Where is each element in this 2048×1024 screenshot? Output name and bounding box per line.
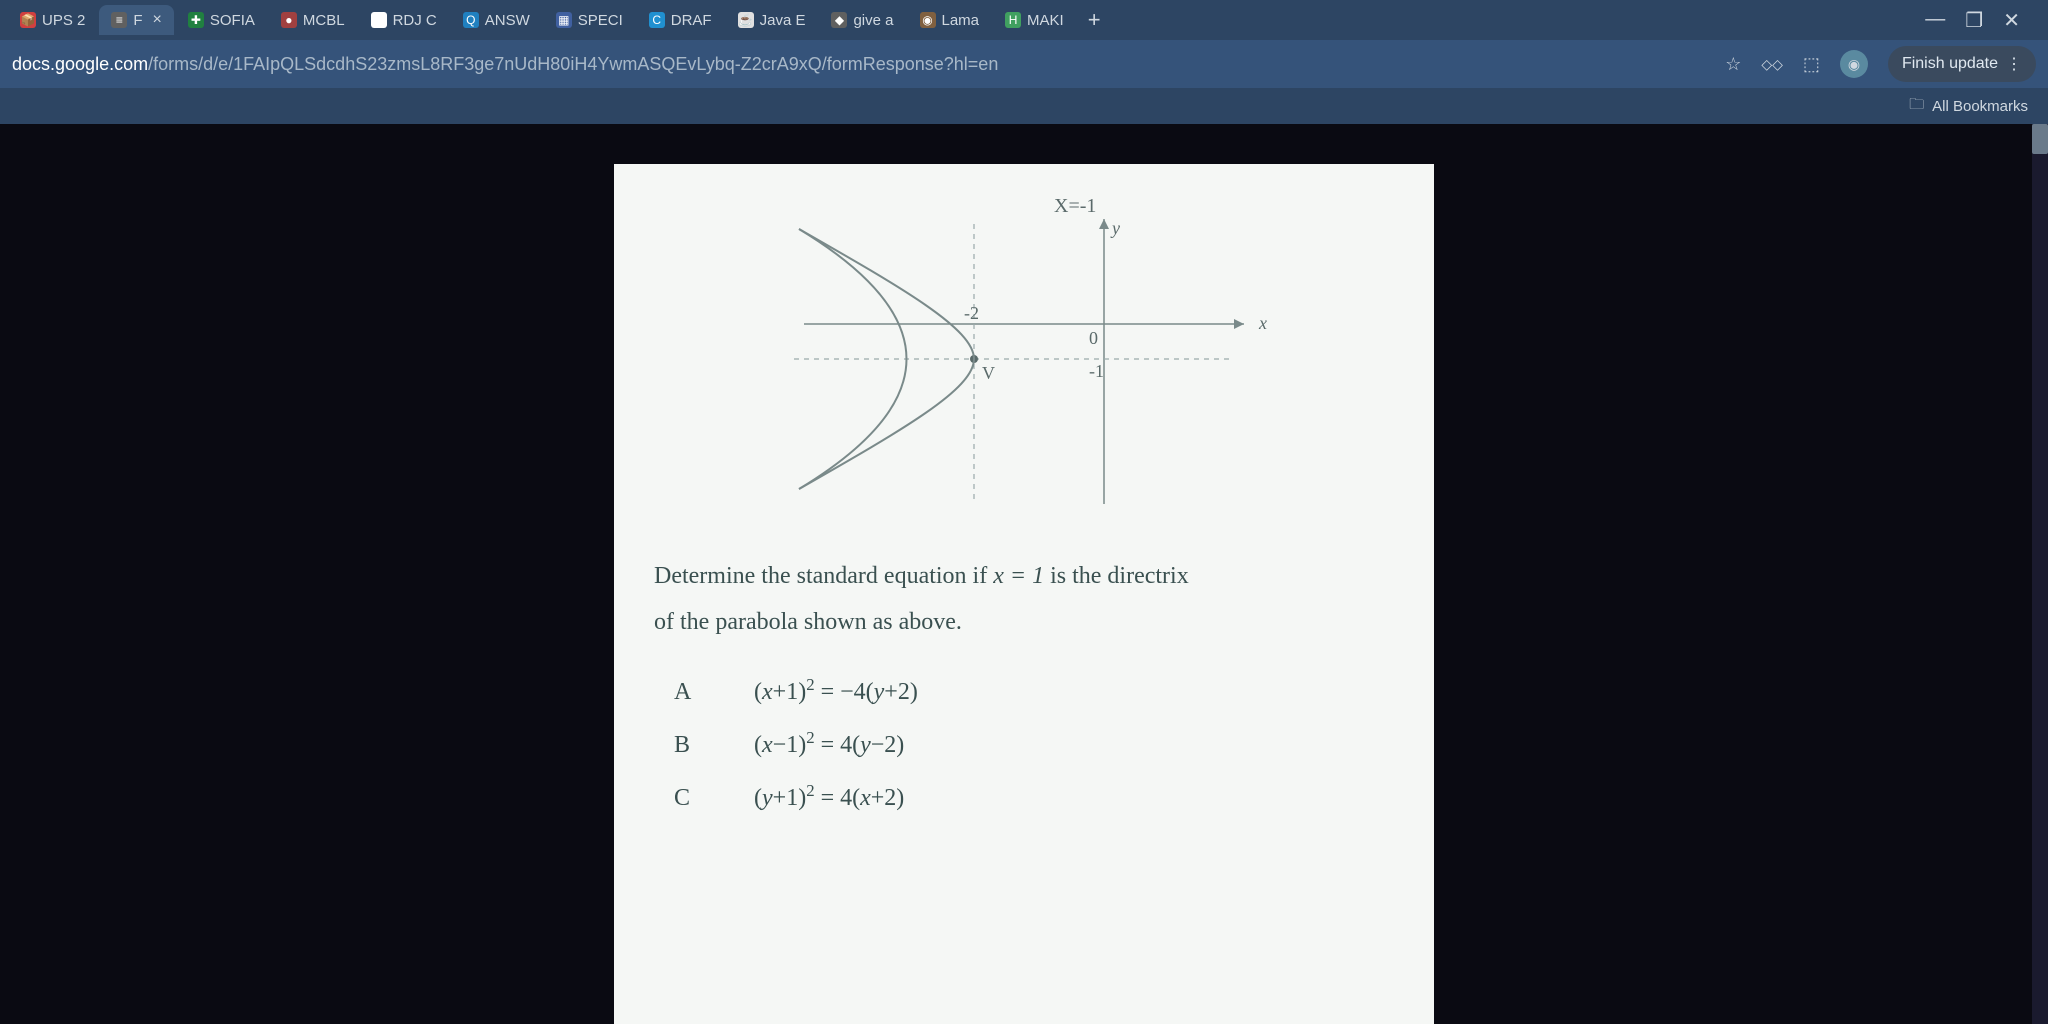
browser-tab[interactable]: C DRAF <box>637 5 724 35</box>
browser-tab[interactable]: ◆ give a <box>819 5 905 35</box>
tick-neg1: -1 <box>1089 361 1104 381</box>
form-card: x y X=-1 -2 0 -1 V <box>614 164 1434 1024</box>
new-tab-button[interactable]: + <box>1078 7 1111 33</box>
url-bar[interactable]: docs.google.com/forms/d/e/1FAIpQLSdcdhS2… <box>12 48 1713 81</box>
tab-label: UPS 2 <box>42 12 85 29</box>
tab-favicon: ◉ <box>920 12 936 28</box>
browser-tab[interactable]: H MAKI <box>993 5 1076 35</box>
tab-label: RDJ C <box>393 12 437 29</box>
tab-favicon: 📦 <box>20 12 36 28</box>
answer-options: A (x+1)2 = −4(y+2) B (x−1)2 = 4(y−2) C (… <box>654 675 1394 812</box>
option-b[interactable]: B (x−1)2 = 4(y−2) <box>674 728 1394 759</box>
url-domain: docs.google.com <box>12 54 148 75</box>
tab-favicon: C <box>649 12 665 28</box>
tab-label: Lama <box>942 12 980 29</box>
toolbar-icons: ☆ ◇◇ ⬚ ◉ Finish update ⋮ <box>1725 46 2036 82</box>
tab-label: ANSW <box>485 12 530 29</box>
browser-tab[interactable]: ● MCBL <box>269 5 357 35</box>
profile-avatar[interactable]: ◉ <box>1840 50 1868 78</box>
star-icon[interactable]: ☆ <box>1725 54 1741 75</box>
address-bar-row: docs.google.com/forms/d/e/1FAIpQLSdcdhS2… <box>0 40 2048 88</box>
scrollbar-track[interactable] <box>2032 124 2048 1024</box>
finish-update-label: Finish update <box>1902 55 1998 73</box>
browser-tab[interactable]: ▦ SPECI <box>544 5 635 35</box>
window-controls: — ❐ ✕ <box>1925 8 2040 33</box>
scrollbar-thumb[interactable] <box>2032 124 2048 154</box>
all-bookmarks-button[interactable]: All Bookmarks <box>1932 98 2028 115</box>
maximize-icon[interactable]: ❐ <box>1965 8 1983 33</box>
tab-label: F <box>133 12 142 29</box>
directrix-label: X=-1 <box>1054 195 1096 217</box>
tab-label: SPECI <box>578 12 623 29</box>
tick-neg2: -2 <box>964 303 979 323</box>
browser-tab[interactable]: ◉ RDJ C <box>359 5 449 35</box>
minimize-icon[interactable]: — <box>1925 8 1945 33</box>
folder-icon: 🗀 <box>1909 94 1924 119</box>
question-text: Determine the standard equation if x = 1… <box>654 554 1394 645</box>
tab-label: give a <box>853 12 893 29</box>
close-window-icon[interactable]: ✕ <box>2003 8 2020 33</box>
tab-bar: 📦 UPS 2 ≡ F × ✚ SOFIA ● MCBL ◉ RDJ C Q ANSW ▦ SPECI C DR… <box>0 0 2048 40</box>
tab-favicon: ◉ <box>371 12 387 28</box>
tab-favicon: ≡ <box>111 12 127 28</box>
url-path: /forms/d/e/1FAIpQLSdcdhS23zmsL8RF3ge7nUd… <box>148 54 998 75</box>
tab-label: SOFIA <box>210 12 255 29</box>
option-equation: (x+1)2 = −4(y+2) <box>754 675 918 706</box>
tab-favicon: ◆ <box>831 12 847 28</box>
option-a[interactable]: A (x+1)2 = −4(y+2) <box>674 675 1394 706</box>
origin-label: 0 <box>1089 328 1098 348</box>
bookmarks-bar: 🗀 All Bookmarks <box>0 88 2048 124</box>
link-icon[interactable]: ◇◇ <box>1761 56 1783 73</box>
browser-tab[interactable]: ✚ SOFIA <box>176 5 267 35</box>
option-c[interactable]: C (y+1)2 = 4(x+2) <box>674 781 1394 812</box>
tab-label: MCBL <box>303 12 345 29</box>
browser-tab[interactable]: ◉ Lama <box>908 5 992 35</box>
tab-label: Java E <box>760 12 806 29</box>
browser-tab[interactable]: ☕ Java E <box>726 5 818 35</box>
option-label: C <box>674 785 704 812</box>
kebab-menu-icon[interactable]: ⋮ <box>2006 54 2022 74</box>
tab-label: MAKI <box>1027 12 1064 29</box>
x-axis-label: x <box>1258 313 1267 333</box>
browser-tab[interactable]: ≡ F × <box>99 5 174 35</box>
finish-update-button[interactable]: Finish update ⋮ <box>1888 46 2036 82</box>
close-tab-icon[interactable]: × <box>153 11 162 29</box>
y-axis-label: y <box>1110 218 1120 238</box>
vertex-label: V <box>982 363 995 383</box>
extension-icon[interactable]: ⬚ <box>1803 54 1820 75</box>
option-label: B <box>674 732 704 759</box>
tab-favicon: ● <box>281 12 297 28</box>
browser-tab[interactable]: Q ANSW <box>451 5 542 35</box>
content-area: x y X=-1 -2 0 -1 V <box>0 124 2048 1024</box>
tab-favicon: H <box>1005 12 1021 28</box>
tab-favicon: ✚ <box>188 12 204 28</box>
option-equation: (x−1)2 = 4(y−2) <box>754 728 904 759</box>
browser-chrome: 📦 UPS 2 ≡ F × ✚ SOFIA ● MCBL ◉ RDJ C Q ANSW ▦ SPECI C DR… <box>0 0 2048 124</box>
parabola-graph: x y X=-1 -2 0 -1 V <box>764 194 1284 524</box>
option-label: A <box>674 679 704 706</box>
tab-favicon: ☕ <box>738 12 754 28</box>
tab-favicon: ▦ <box>556 12 572 28</box>
browser-tab[interactable]: 📦 UPS 2 <box>8 5 97 35</box>
option-equation: (y+1)2 = 4(x+2) <box>754 781 904 812</box>
tab-favicon: Q <box>463 12 479 28</box>
tab-label: DRAF <box>671 12 712 29</box>
